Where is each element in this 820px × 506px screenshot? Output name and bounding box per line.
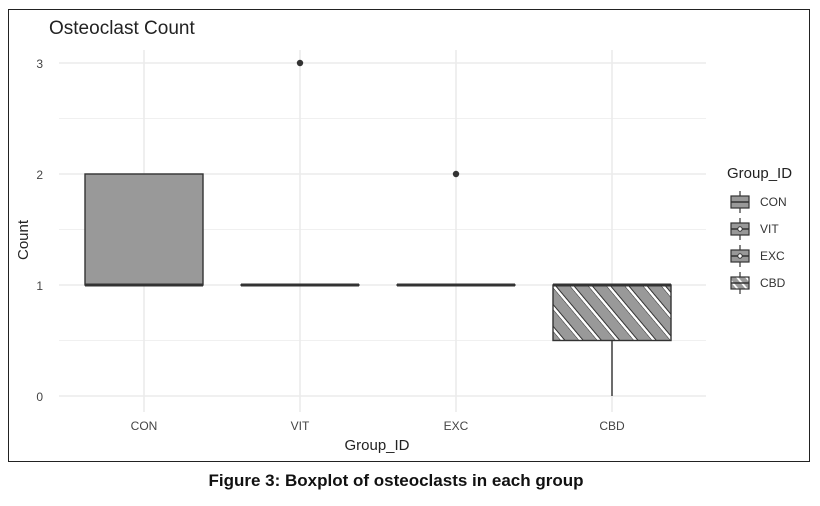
x-axis-title: Group_ID xyxy=(344,437,409,454)
legend-key-outlier xyxy=(737,226,743,232)
chart-frame: 0 1 2 3 CON VIT EXC CBD Osteoclast Count Group_… xyxy=(8,9,810,462)
legend-label: CON xyxy=(760,195,787,209)
legend-item-vit: VIT xyxy=(730,218,779,240)
y-tick-label: 2 xyxy=(36,168,43,182)
legend-item-con: CON xyxy=(730,191,787,213)
box-exc xyxy=(396,170,516,287)
x-tick-label: CON xyxy=(131,419,158,433)
boxplot-chart: 0 1 2 3 CON VIT EXC CBD Osteoclast Count Group_… xyxy=(15,18,792,454)
y-tick-label: 3 xyxy=(36,57,43,71)
box-cbd xyxy=(552,283,672,396)
x-tick-label: CBD xyxy=(599,419,625,433)
box-body xyxy=(552,284,672,342)
outlier-point xyxy=(296,59,304,67)
x-tick-label: VIT xyxy=(291,419,310,433)
x-tick-label: EXC xyxy=(444,419,469,433)
legend-key-outlier xyxy=(737,253,743,259)
legend-label: EXC xyxy=(760,249,785,263)
legend-title: Group_ID xyxy=(727,165,792,182)
y-tick-label: 0 xyxy=(36,390,43,404)
chart-title: Osteoclast Count xyxy=(49,18,195,39)
y-tick-label: 1 xyxy=(36,279,43,293)
legend: Group_ID CON VIT EXC CBD xyxy=(727,165,792,294)
figure-caption: Figure 3: Boxplot of osteoclasts in each… xyxy=(208,471,584,490)
box-con xyxy=(84,173,204,287)
outlier-point xyxy=(452,170,460,178)
legend-label: VIT xyxy=(760,222,779,236)
legend-item-exc: EXC xyxy=(730,245,785,267)
box-body xyxy=(84,173,204,286)
legend-item-cbd: CBD xyxy=(730,272,786,294)
legend-label: CBD xyxy=(760,276,786,290)
y-axis-title: Count xyxy=(15,219,32,260)
box-vit xyxy=(240,59,360,287)
